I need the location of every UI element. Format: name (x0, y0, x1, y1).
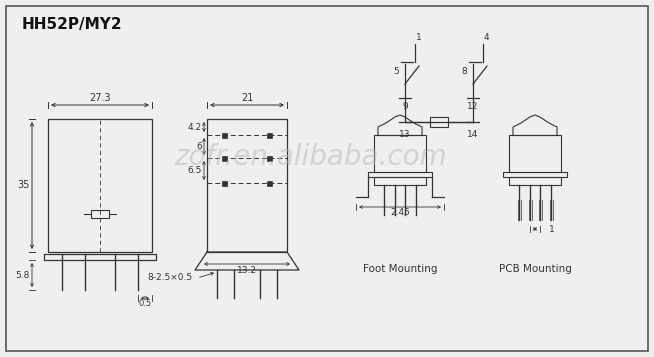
Bar (222, 156, 227, 161)
Text: 1: 1 (549, 225, 555, 233)
Text: 9: 9 (402, 102, 408, 111)
Bar (267, 132, 272, 137)
Text: zofr.en.alibaba.com: zofr.en.alibaba.com (174, 143, 446, 171)
Bar (91, 210, 109, 218)
Text: 8-2.5×0.5: 8-2.5×0.5 (148, 273, 193, 282)
Bar (503, 172, 567, 177)
Bar (374, 177, 426, 185)
Text: 8: 8 (461, 67, 467, 76)
Bar (509, 177, 561, 185)
Text: 0.5: 0.5 (139, 299, 152, 308)
Bar (430, 117, 448, 127)
Bar (222, 132, 227, 137)
Text: 12: 12 (468, 102, 479, 111)
Text: 4: 4 (484, 33, 490, 42)
Text: 27.3: 27.3 (89, 93, 111, 103)
Bar (222, 181, 227, 186)
Text: 1: 1 (416, 33, 422, 42)
Bar (374, 135, 426, 172)
Text: PCB Mounting: PCB Mounting (498, 264, 572, 274)
Bar (267, 156, 272, 161)
Text: 5: 5 (393, 67, 399, 76)
Text: 5.8: 5.8 (16, 271, 30, 280)
Text: 13: 13 (399, 130, 411, 139)
Text: Foot Mounting: Foot Mounting (363, 264, 438, 274)
Text: 21: 21 (241, 93, 253, 103)
Text: 6: 6 (196, 142, 202, 151)
Text: HH52P/MY2: HH52P/MY2 (22, 17, 123, 32)
Bar (368, 172, 432, 177)
Text: 14: 14 (468, 130, 479, 139)
Bar (48, 119, 152, 252)
Text: 4.2: 4.2 (188, 122, 202, 131)
Text: 13.2: 13.2 (237, 266, 257, 275)
Bar (509, 135, 561, 172)
Text: 6.5: 6.5 (188, 166, 202, 175)
Bar (267, 181, 272, 186)
Text: 2.45: 2.45 (390, 208, 410, 217)
Text: 35: 35 (18, 181, 30, 191)
Bar (207, 119, 287, 252)
Bar (44, 254, 156, 260)
